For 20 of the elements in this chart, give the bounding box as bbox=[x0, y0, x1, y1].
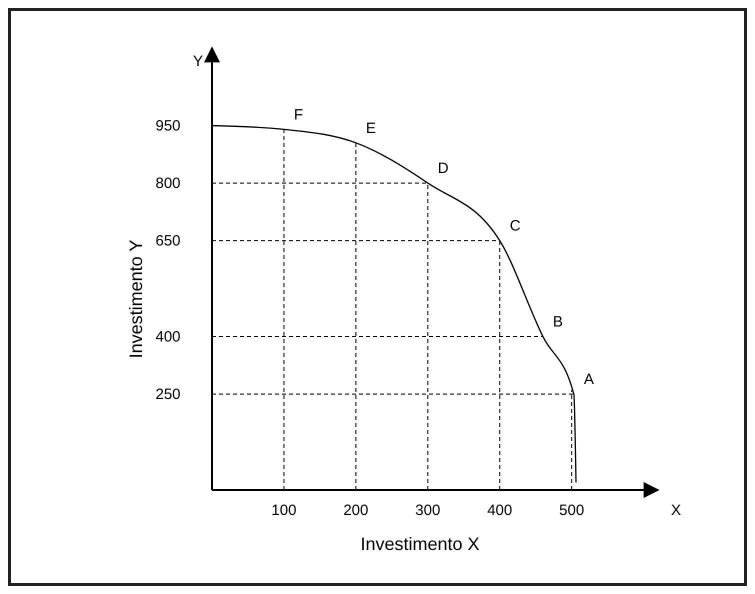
y-tick-label: 400 bbox=[155, 328, 181, 346]
text: X bbox=[670, 502, 682, 519]
y-tick-label: 650 bbox=[155, 232, 181, 250]
y-tick-label: 250 bbox=[155, 386, 181, 404]
annotation: C bbox=[510, 218, 521, 235]
annotation: A bbox=[584, 371, 594, 388]
text: Y bbox=[192, 53, 204, 70]
annotation: E bbox=[366, 120, 376, 137]
annotation: F bbox=[294, 106, 304, 124]
x-tick-label: 100 bbox=[271, 502, 296, 519]
x-tick-label: 400 bbox=[487, 502, 512, 519]
x-tick-label: 300 bbox=[415, 502, 440, 519]
annotation: D bbox=[438, 160, 449, 178]
annotation: B bbox=[552, 314, 563, 331]
x-axis-title: Investimento X bbox=[360, 534, 480, 554]
y-axis-title: Investimento Y bbox=[126, 240, 146, 358]
y-tick-label: 800 bbox=[155, 175, 181, 192]
y-tick-label: 950 bbox=[155, 118, 181, 135]
x-tick-label: 500 bbox=[559, 502, 584, 519]
x-tick-label: 200 bbox=[343, 502, 368, 519]
